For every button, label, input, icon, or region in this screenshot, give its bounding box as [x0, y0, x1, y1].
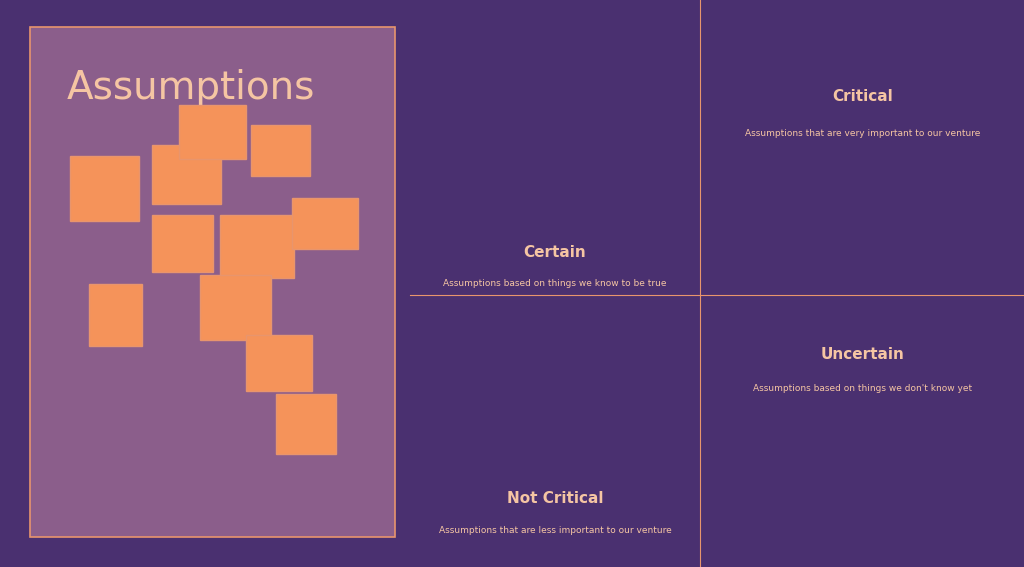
Text: Assumptions based on things we know to be true: Assumptions based on things we know to b…: [443, 279, 667, 288]
Text: Assumptions that are less important to our venture: Assumptions that are less important to o…: [438, 526, 672, 535]
Text: Assumptions: Assumptions: [67, 69, 314, 107]
FancyBboxPatch shape: [152, 145, 221, 204]
FancyBboxPatch shape: [70, 156, 139, 221]
FancyBboxPatch shape: [152, 215, 213, 272]
FancyBboxPatch shape: [30, 27, 395, 537]
Text: Assumptions that are very important to our venture: Assumptions that are very important to o…: [744, 129, 980, 138]
FancyBboxPatch shape: [200, 275, 271, 340]
FancyBboxPatch shape: [89, 284, 142, 346]
FancyBboxPatch shape: [276, 394, 336, 454]
FancyBboxPatch shape: [179, 105, 246, 159]
FancyBboxPatch shape: [251, 125, 310, 176]
Text: Not Critical: Not Critical: [507, 492, 603, 506]
FancyBboxPatch shape: [246, 335, 312, 391]
FancyBboxPatch shape: [220, 215, 294, 278]
Text: Assumptions based on things we don't know yet: Assumptions based on things we don't kno…: [753, 384, 972, 393]
Text: Critical: Critical: [831, 89, 893, 104]
Text: Uncertain: Uncertain: [820, 347, 904, 362]
FancyBboxPatch shape: [292, 198, 358, 249]
Text: Certain: Certain: [523, 245, 587, 260]
